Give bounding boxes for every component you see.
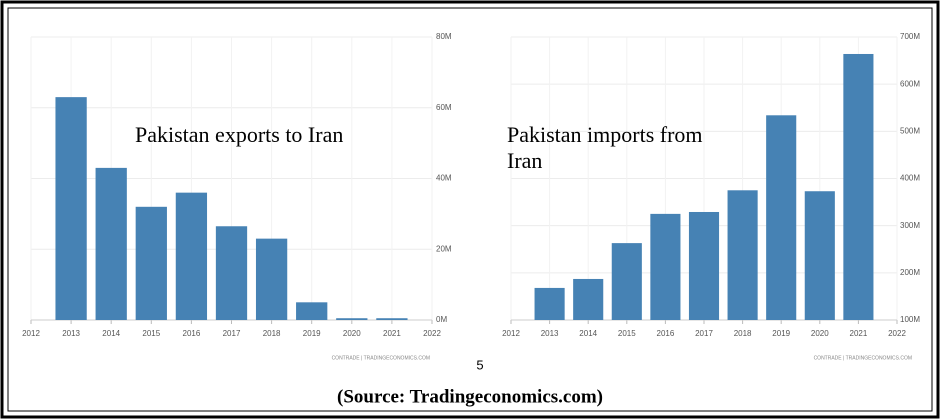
bar xyxy=(215,226,248,320)
y-tick-label: 80M xyxy=(436,32,452,41)
x-tick-label: 2012 xyxy=(502,329,520,338)
x-tick-label: 2018 xyxy=(263,329,281,338)
bar xyxy=(573,278,604,320)
y-tick-label: 60M xyxy=(436,103,452,112)
y-tick-label: 100M xyxy=(900,315,920,324)
source-note: (Source: Tradingeconomics.com) xyxy=(337,386,603,407)
bar xyxy=(688,211,720,320)
y-tick-label: 20M xyxy=(436,244,452,253)
x-tick-label: 2014 xyxy=(579,329,597,338)
bar xyxy=(296,302,328,320)
x-tick-label: 2015 xyxy=(618,329,636,338)
y-tick-label: 300M xyxy=(900,221,920,230)
annotation-box: Pakistan imports from Iran xyxy=(507,122,703,173)
x-tick-label: 2020 xyxy=(811,329,829,338)
credit: CONTRADE | TRADINGECONOMICS.COM xyxy=(814,355,912,361)
x-tick-label: 2013 xyxy=(62,329,80,338)
bar xyxy=(650,213,681,320)
x-tick-label: 2021 xyxy=(850,329,868,338)
bar xyxy=(611,243,642,320)
bar xyxy=(255,238,288,320)
x-tick-label: 2014 xyxy=(102,329,120,338)
bar xyxy=(766,115,797,321)
bar xyxy=(376,318,408,320)
bar xyxy=(95,167,127,320)
bar xyxy=(804,191,835,320)
y-tick-label: 200M xyxy=(900,268,920,277)
y-tick-label: 400M xyxy=(900,174,920,183)
bar xyxy=(727,190,758,320)
annotation-box: Pakistan exports to Iran xyxy=(135,122,344,147)
x-tick-label: 2012 xyxy=(22,329,40,338)
y-tick-label: 700M xyxy=(900,32,920,41)
y-tick-label: 40M xyxy=(436,174,452,183)
bar xyxy=(534,287,565,320)
x-tick-label: 2019 xyxy=(772,329,790,338)
page-number: 5 xyxy=(476,357,483,372)
annotation: Pakistan imports from Iran xyxy=(507,122,703,173)
x-tick-label: 2020 xyxy=(343,329,361,338)
bar xyxy=(336,318,368,320)
bar xyxy=(175,192,208,320)
credit: CONTRADE | TRADINGECONOMICS.COM xyxy=(332,355,430,361)
x-tick-label: 2016 xyxy=(657,329,675,338)
x-tick-label: 2015 xyxy=(142,329,160,338)
x-tick-label: 2016 xyxy=(183,329,201,338)
x-tick-label: 2017 xyxy=(223,329,241,338)
bar xyxy=(55,97,87,320)
x-tick-label: 2019 xyxy=(303,329,321,338)
annotation: Pakistan exports to Iran xyxy=(135,122,344,147)
x-tick-label: 2022 xyxy=(888,329,906,338)
x-tick-label: 2013 xyxy=(541,329,559,338)
x-tick-label: 2022 xyxy=(423,329,441,338)
bar xyxy=(843,53,874,320)
x-tick-label: 2021 xyxy=(383,329,401,338)
y-tick-label: 500M xyxy=(900,126,920,135)
y-tick-label: 600M xyxy=(900,79,920,88)
bar xyxy=(135,206,167,320)
inner-frame xyxy=(7,7,933,412)
x-tick-label: 2017 xyxy=(695,329,713,338)
y-tick-label: 0M xyxy=(436,315,447,324)
x-tick-label: 2018 xyxy=(734,329,752,338)
